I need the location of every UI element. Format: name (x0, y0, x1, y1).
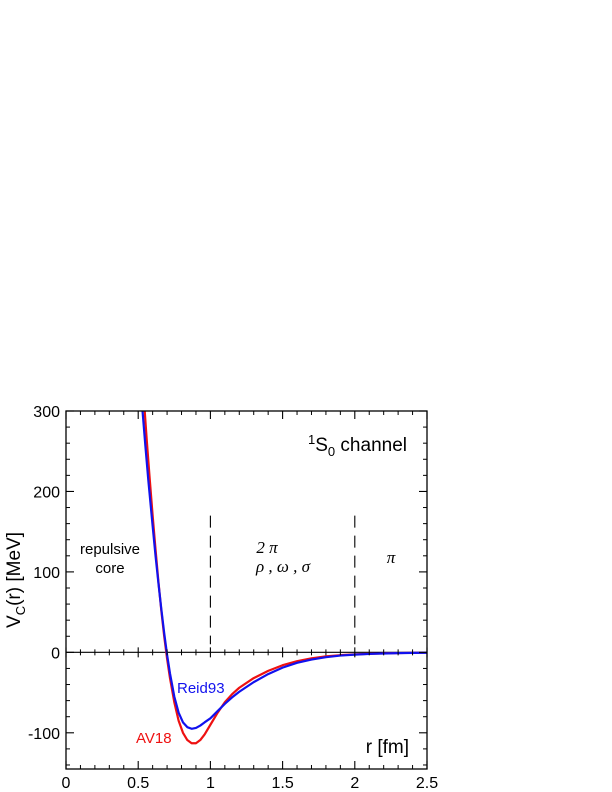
series-line-reid93 (141, 411, 427, 730)
series-label-av18: AV18 (136, 730, 172, 747)
plot-frame (65, 410, 428, 770)
region-label-core-line2: core (95, 560, 124, 577)
series-label-reid93: Reid93 (177, 680, 225, 697)
plot-area: 0 0.5 1 1.5 2 2.5 -100 0 100 200 300 (28, 404, 438, 792)
x-tick-label: 2.5 (416, 775, 438, 792)
y-tick-label: 200 (33, 484, 60, 501)
x-tick-label: 2 (350, 775, 359, 792)
x-tick-label: 0 (62, 775, 71, 792)
y-tick-label: 0 (51, 645, 60, 662)
x-tick-label: 0.5 (127, 775, 149, 792)
region-label-core-line1: repulsive (80, 541, 140, 558)
x-tick-label: 1 (206, 775, 215, 792)
x-tick-label: 1.5 (271, 775, 293, 792)
region-label-pi: π (387, 548, 396, 567)
region-label-2pi-line2: ρ , ω , σ (255, 557, 311, 576)
region-label-2pi-line1: 2 π (256, 538, 278, 557)
x-axis-title: r [fm] (366, 737, 409, 758)
y-tick-label: 100 (33, 565, 60, 582)
channel-label: 1S0 channel (308, 432, 407, 459)
y-axis-title: VC(r) [MeV] (4, 532, 28, 628)
y-tick-label: -100 (28, 726, 60, 743)
y-tick-label: 300 (33, 404, 60, 421)
